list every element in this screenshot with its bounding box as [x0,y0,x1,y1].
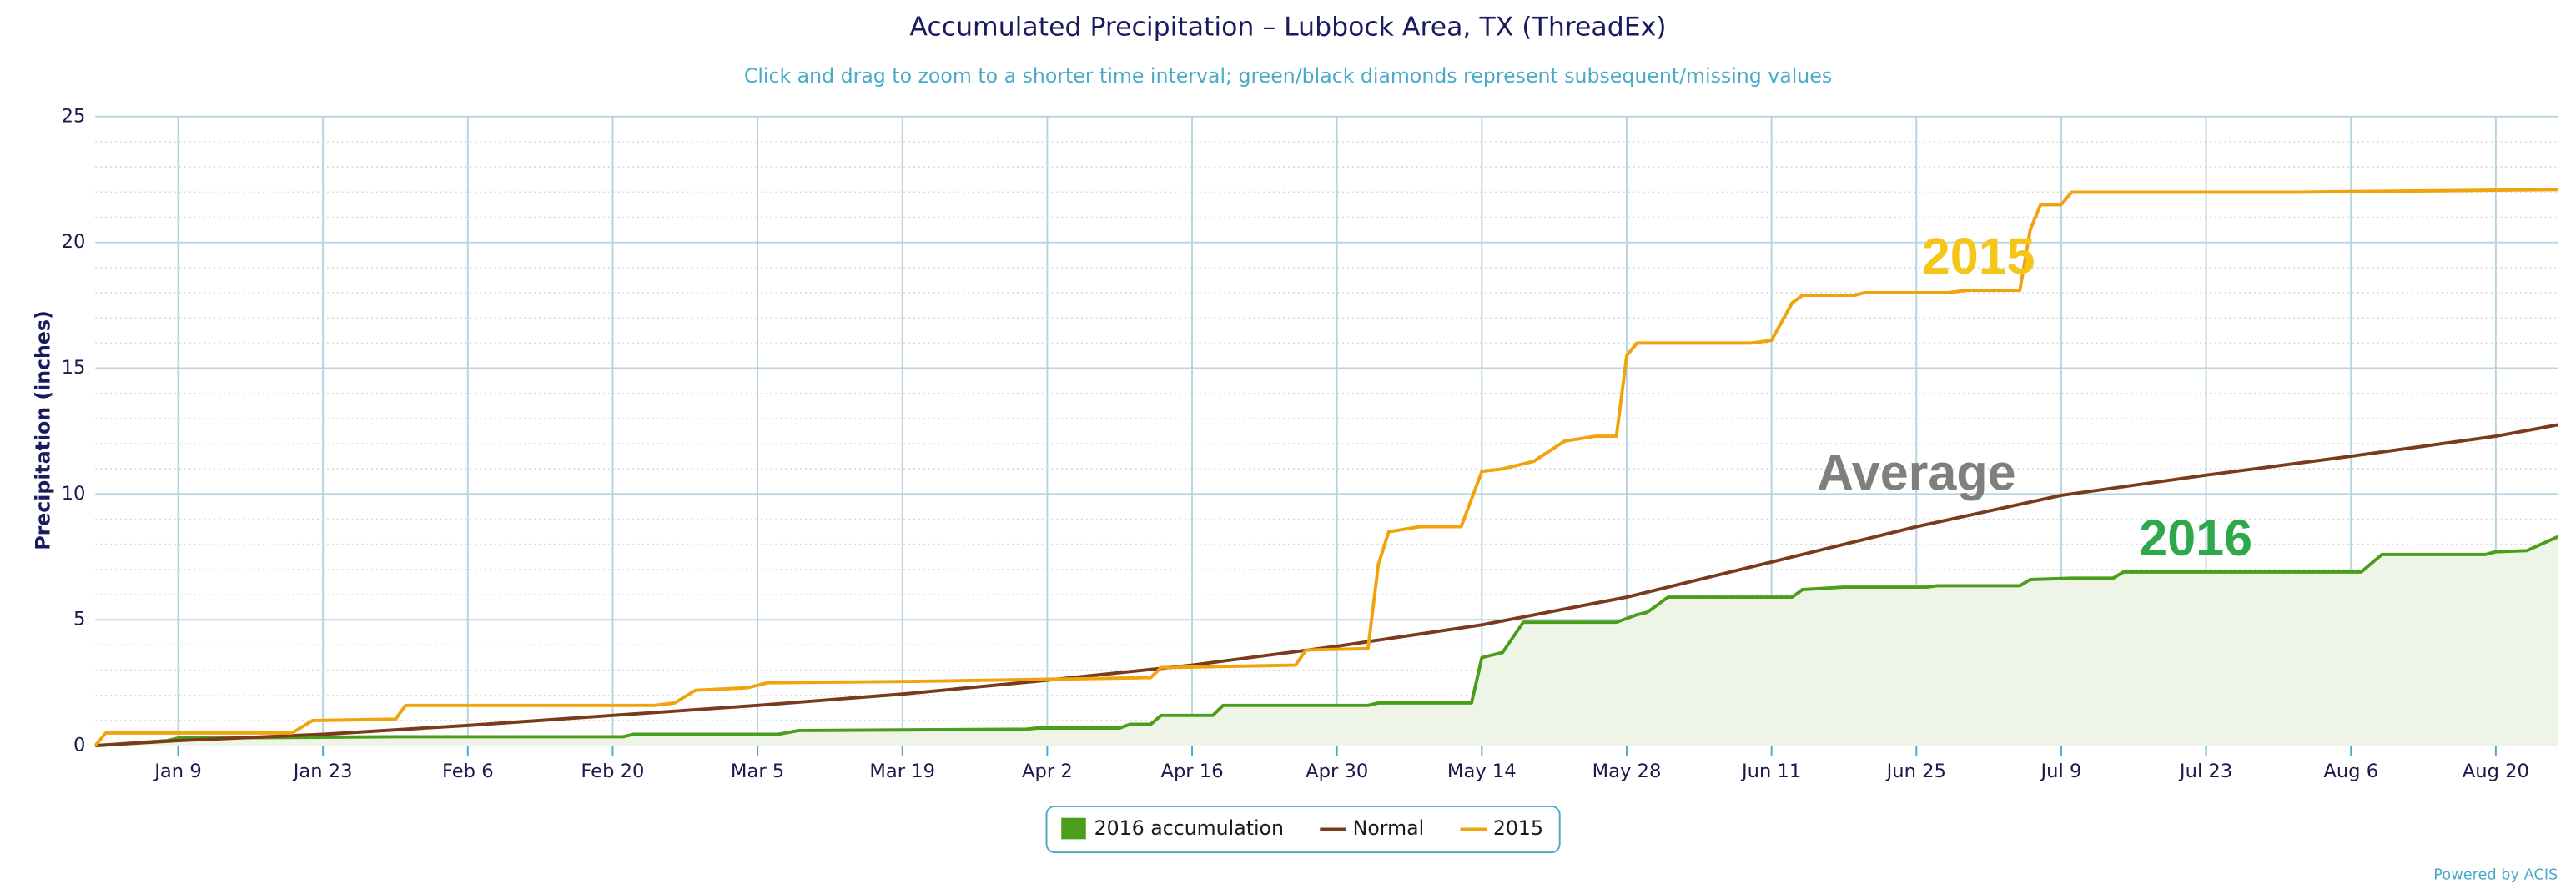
annotation: 2015 [1922,228,2035,284]
credit: Powered by ACIS [2433,867,2558,884]
y-tick-label: 0 [73,735,85,756]
line [95,423,2558,748]
y-axis-label: Precipitation (inches) [32,310,55,550]
legend-label: 2016 accumulation [1094,816,1284,840]
x-tick-label: Feb 20 [581,761,644,782]
annotation: Average [1817,444,2016,500]
x-tick-label: Feb 6 [442,761,494,782]
x-tick-label: May 14 [1447,761,1517,782]
legend-swatch [1061,817,1086,840]
x-tick-label: Jul 23 [2178,761,2232,782]
line [93,188,2558,747]
area [95,536,2558,746]
x-tick-label: Mar 5 [731,761,784,782]
legend-label: 2015 [1493,816,1543,840]
x-tick-label: Jan 9 [153,761,201,782]
y-tick-label: 10 [62,483,86,505]
x-tick-label: Mar 19 [869,761,935,782]
x-tick-label: Jun 11 [1740,761,1801,782]
x-tick-label: Jan 23 [292,761,353,782]
y-tick-label: 15 [62,357,86,379]
x-tick-label: Apr 2 [1022,761,1073,782]
x-tick-label: Apr 30 [1306,761,1368,782]
y-tick-label: 20 [62,231,86,253]
x-tick-label: Jun 25 [1885,761,1946,782]
y-tick-label: 25 [62,105,86,127]
x-tick-label: Aug 6 [2323,761,2378,782]
legend-label: Normal [1353,816,1424,840]
line [95,535,2559,748]
chart-title: Accumulated Precipitation – Lubbock Area… [909,12,1666,42]
legend: 2016 accumulation Normal 2015 [1045,805,1561,854]
x-tick-label: May 28 [1592,761,1662,782]
legend-box [1045,805,1561,854]
annotation: 2016 [2139,510,2252,566]
x-tick-label: Aug 20 [2463,761,2529,782]
chart-subtitle: Click and drag to zoom to a shorter time… [744,64,1832,88]
x-tick-label: Apr 16 [1160,761,1223,782]
y-tick-label: 5 [73,609,85,630]
x-tick-label: Jul 9 [2039,761,2081,782]
